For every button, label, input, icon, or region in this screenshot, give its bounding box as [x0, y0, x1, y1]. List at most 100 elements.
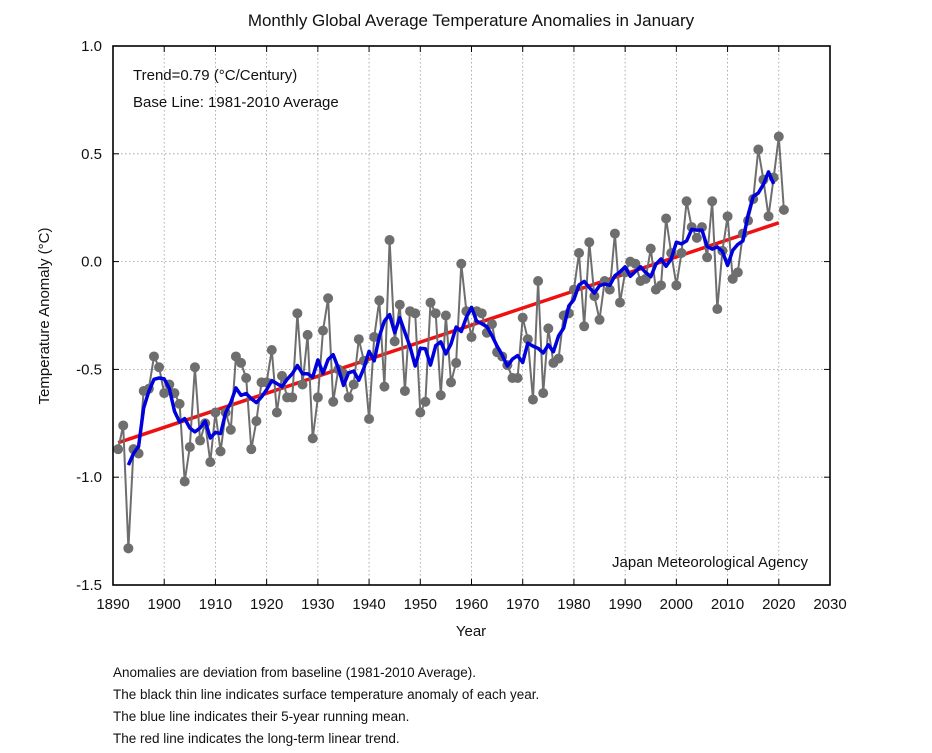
y-tick-label: -1.5: [76, 577, 102, 594]
annual-anomaly-point: [374, 295, 385, 306]
baseline-annotation: Base Line: 1981-2010 Average: [133, 94, 339, 111]
annual-anomaly-point: [179, 476, 190, 487]
annual-anomaly-point: [348, 379, 359, 390]
annual-anomaly-point: [225, 424, 236, 435]
annual-anomaly-point: [517, 312, 528, 323]
annual-anomaly-point: [466, 332, 477, 343]
annual-anomaly-point: [302, 329, 313, 340]
chart-title: Monthly Global Average Temperature Anoma…: [248, 11, 695, 30]
annual-anomaly-point: [574, 247, 585, 258]
annual-anomaly-point: [732, 267, 743, 278]
annual-anomaly-point: [389, 336, 400, 347]
x-tick-label: 1980: [557, 596, 590, 613]
x-tick-label: 1890: [96, 596, 129, 613]
annual-anomaly-point: [369, 332, 380, 343]
annual-anomaly-point: [277, 370, 288, 381]
x-tick-label: 2000: [660, 596, 693, 613]
annual-anomaly-point: [446, 377, 457, 388]
x-tick-label: 1900: [148, 596, 181, 613]
annual-anomaly-point: [630, 258, 641, 269]
annual-anomaly-point: [486, 319, 497, 330]
annual-anomaly-point: [778, 204, 789, 215]
annual-anomaly-point: [681, 196, 692, 207]
note-annual-line: The black thin line indicates surface te…: [113, 687, 540, 702]
annual-anomaly-point: [399, 385, 410, 396]
annual-anomaly-point: [246, 444, 257, 455]
annual-anomaly-point: [722, 211, 733, 222]
annual-anomaly-point: [655, 280, 666, 291]
annual-anomaly-point: [210, 407, 221, 418]
annual-anomaly-point: [312, 392, 323, 403]
y-tick-label: -0.5: [76, 361, 102, 378]
x-tick-label: 1910: [199, 596, 232, 613]
annual-anomaly-point: [645, 243, 656, 254]
x-tick-label: 2020: [762, 596, 795, 613]
annual-anomaly-point: [394, 299, 405, 310]
annual-anomaly-point: [425, 297, 436, 308]
annual-anomaly-point: [148, 351, 159, 362]
annual-anomaly-point: [266, 344, 277, 355]
x-tick-label: 1920: [250, 596, 283, 613]
trend-annotation: Trend=0.79 (°C/Century): [133, 67, 297, 84]
annual-anomaly-point: [113, 444, 124, 455]
annual-anomaly-point: [307, 433, 318, 444]
annual-anomaly-point: [384, 235, 395, 246]
annual-anomaly-point: [584, 237, 595, 248]
annual-anomaly-point: [379, 381, 390, 392]
annual-anomaly-point: [364, 413, 375, 424]
annual-anomaly-point: [773, 131, 784, 142]
annual-anomaly-point: [328, 396, 339, 407]
annual-anomaly-point: [604, 284, 615, 295]
annual-anomaly-point: [512, 373, 523, 384]
x-tick-label: 1930: [301, 596, 334, 613]
annual-anomaly-point: [553, 353, 564, 364]
annual-anomaly-point: [415, 407, 426, 418]
y-tick-label: 0.0: [81, 254, 102, 271]
running-mean-line: [126, 170, 776, 466]
y-tick-label: 1.0: [81, 38, 102, 55]
annual-anomaly-point: [476, 308, 487, 319]
grid-lines: [113, 46, 830, 585]
annual-anomaly-point: [271, 407, 282, 418]
annual-anomaly-point: [609, 228, 620, 239]
y-tick-label: 0.5: [81, 146, 102, 163]
annual-anomaly-point: [287, 392, 298, 403]
chart-notes: Anomalies are deviation from baseline (1…: [113, 662, 539, 750]
x-tick-label: 1990: [608, 596, 641, 613]
annual-anomaly-point: [241, 373, 252, 384]
x-tick-label: 1960: [455, 596, 488, 613]
annual-anomaly-point: [440, 310, 451, 321]
annual-anomaly-point: [753, 144, 764, 155]
annual-anomaly-point: [527, 394, 538, 405]
annual-anomaly-point: [435, 390, 446, 401]
annual-anomaly-point: [343, 392, 354, 403]
annual-anomaly-point: [118, 420, 129, 431]
annual-anomaly-point: [317, 325, 328, 336]
annual-anomaly-point: [292, 308, 303, 319]
annual-anomaly-point: [671, 280, 682, 291]
annual-anomaly-point: [323, 293, 334, 304]
annual-anomaly-point: [451, 357, 462, 368]
annual-anomaly-point: [205, 457, 216, 468]
annual-anomaly-point: [353, 334, 364, 345]
x-tick-label: 1950: [404, 596, 437, 613]
credit-annotation: Japan Meteorological Agency: [612, 554, 808, 571]
x-tick-label: 1970: [506, 596, 539, 613]
annual-anomaly-point: [661, 213, 672, 224]
annual-anomaly-point: [763, 211, 774, 222]
annual-anomaly-point: [420, 396, 431, 407]
annual-anomaly-point: [236, 357, 247, 368]
annual-anomaly-point: [189, 362, 200, 373]
running-mean-layer: [126, 170, 776, 466]
note-running-mean: The blue line indicates their 5-year run…: [113, 709, 410, 724]
y-axis-label: Temperature Anomaly (°C): [36, 228, 53, 405]
annual-anomaly-point: [430, 308, 441, 319]
note-baseline: Anomalies are deviation from baseline (1…: [113, 665, 476, 680]
annual-anomaly-point: [154, 362, 165, 373]
x-axis-label: Year: [456, 623, 486, 640]
annual-anomaly-point: [456, 258, 467, 269]
annual-anomaly-point: [702, 252, 713, 263]
annual-anomaly-point: [123, 543, 134, 554]
annual-anomaly-point: [712, 304, 723, 315]
x-tick-label: 2030: [813, 596, 846, 613]
